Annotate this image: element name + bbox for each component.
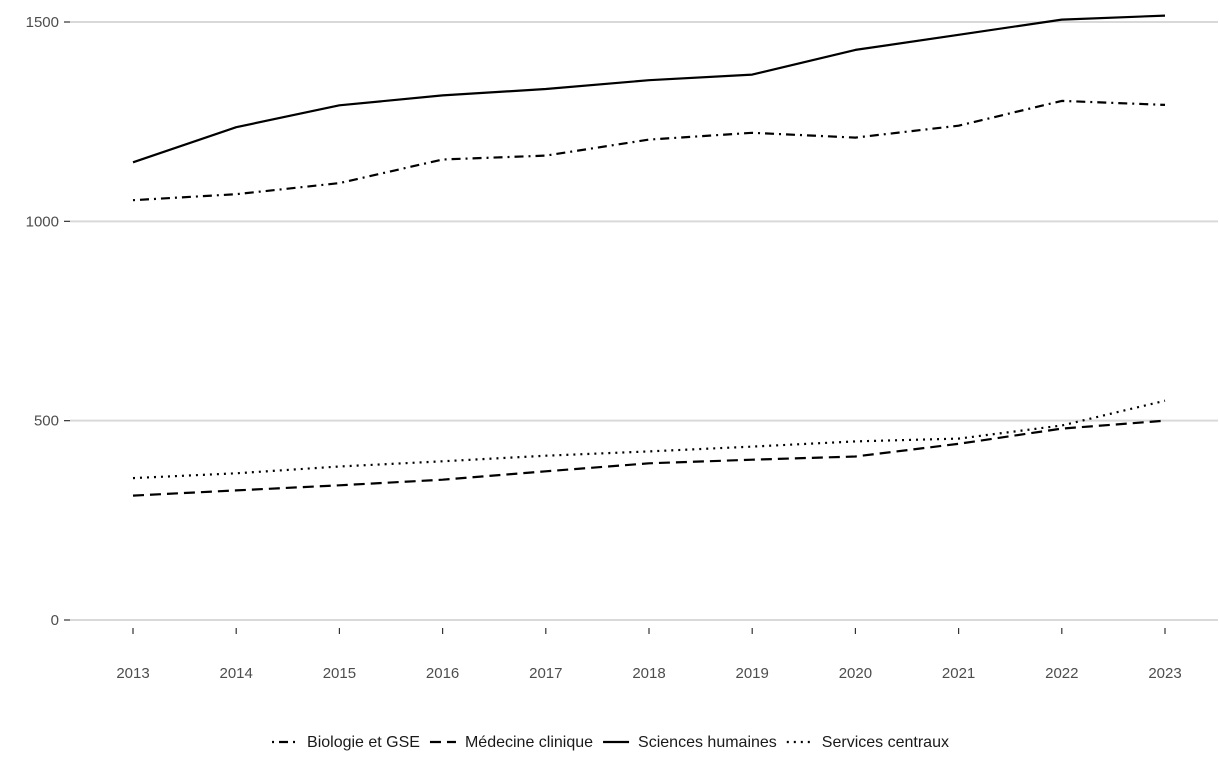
y-tick-label: 0 (51, 612, 59, 629)
x-tick-label: 2014 (220, 665, 253, 682)
x-tick-label: 2015 (323, 665, 356, 682)
series-line (132, 14, 1166, 164)
y-tick-label: 1500 (26, 14, 59, 31)
legend-item: Biologie et GSE (272, 734, 420, 751)
x-tick-label: 2013 (116, 665, 149, 682)
legend-item: Sciences humaines (603, 734, 777, 751)
axis-layer: 0 500 1000 1500 2013 2014 2015 2016 2017 2018 2019… (26, 14, 1182, 682)
legend-label: Services centraux (822, 734, 949, 751)
series-sciences-humaines (132, 14, 1166, 164)
x-tick-label: 2020 (839, 665, 872, 682)
legend-label: Biologie et GSE (307, 734, 420, 751)
x-tick-label: 2019 (736, 665, 769, 682)
series-line (132, 419, 1166, 497)
series-line (132, 399, 1166, 480)
x-tick-label: 2016 (426, 665, 459, 682)
series-m-decine-clinique (132, 419, 1166, 497)
x-tick-label: 2023 (1148, 665, 1181, 682)
series-layer (132, 14, 1166, 497)
y-tick-label: 500 (34, 413, 59, 430)
series-services-centraux (132, 399, 1166, 480)
x-tick-label: 2017 (529, 665, 562, 682)
x-tick-label: 2021 (942, 665, 975, 682)
x-tick-label: 2018 (632, 665, 665, 682)
legend-item: Médecine clinique (429, 734, 593, 751)
y-tick-label: 1000 (26, 213, 59, 230)
x-tick-label: 2022 (1045, 665, 1078, 682)
legend-item: Services centraux (786, 734, 949, 751)
legend-label: Sciences humaines (638, 734, 777, 751)
legend: Biologie et GSE Médecine clinique Sciences… (272, 734, 949, 751)
grid-layer (70, 21, 1218, 621)
legend-label: Médecine clinique (465, 734, 593, 751)
